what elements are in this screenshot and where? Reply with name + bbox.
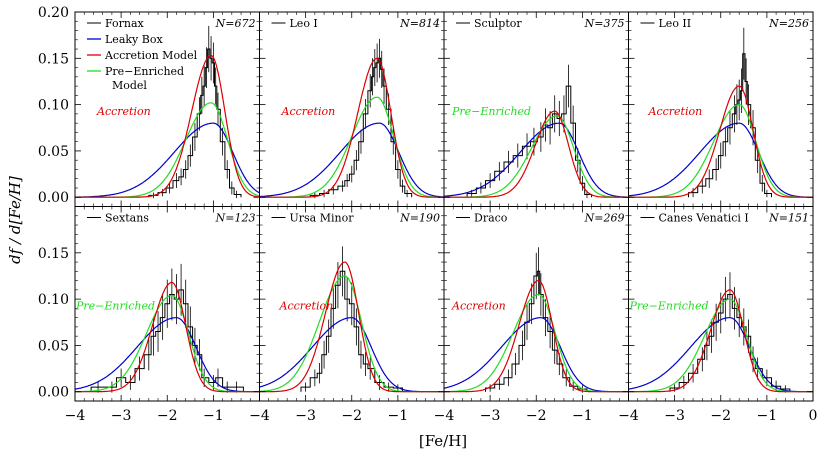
preenriched-model-curve: [444, 115, 629, 198]
x-tick-label: −4: [618, 408, 639, 424]
x-tick-label: −1: [203, 408, 224, 424]
panel-sextans: 0.00 0.05 0.10 0.15 −4 −3 −2 −1 Sextans N=123 Pre−…: [38, 206, 260, 424]
star-count-label: N=814: [399, 17, 440, 30]
plot-area: [259, 38, 444, 199]
leaky-model-curve: [628, 122, 813, 198]
y-tick-label: 0.05: [38, 144, 69, 160]
leaky-model-curve: [444, 122, 629, 198]
best-model-label: Accretion: [96, 105, 151, 118]
star-count-label: N=190: [399, 212, 440, 225]
best-model-label: Accretion: [279, 300, 334, 313]
legend-label: Pre−Enriched: [105, 65, 184, 78]
model-legend: Leaky Box Accretion Model Pre−EnrichedMode…: [87, 33, 198, 92]
accretion-model-curve: [75, 54, 260, 198]
x-tick-label: −2: [341, 408, 362, 424]
galaxy-name: Fornax: [105, 17, 145, 30]
x-tick-label: −1: [757, 408, 778, 424]
y-tick-label: 0.10: [38, 292, 69, 308]
x-tick-label: −2: [157, 408, 178, 424]
galaxy-name: Draco: [474, 212, 508, 225]
y-tick-label: 0.15: [38, 246, 69, 262]
panel-sculptor: Sculptor N=375 Pre−Enriched: [443, 11, 629, 207]
star-count-label: N=375: [584, 17, 625, 30]
plot-area: [444, 64, 629, 199]
y-tick-label: 0.20: [38, 5, 69, 21]
leaky-model-curve: [444, 316, 629, 393]
star-count-label: N=672: [215, 17, 256, 30]
panel-canes-venatici-i: −4 −3 −2 −1 0 Canes Venatici I N=151 Pre−Enrich…: [618, 206, 818, 424]
galaxy-name: Sextans: [105, 212, 149, 225]
best-model-label: Pre−Enriched: [75, 300, 155, 313]
x-tick-label: −4: [249, 408, 270, 424]
accretion-model-curve: [628, 85, 813, 198]
plot-area: [628, 272, 813, 393]
x-tick-label: −4: [65, 408, 86, 424]
panel-grid: 0.00 0.05 0.10 0.15 0.20 Fornax N=672 Accretion…: [38, 5, 818, 424]
y-tick-label: 0.15: [38, 51, 69, 67]
star-count-label: N=123: [215, 212, 256, 225]
x-tick-label: −4: [434, 408, 455, 424]
plot-area: [444, 247, 629, 393]
plot-area: [259, 246, 444, 393]
y-axis-label: df / d[Fe/H]: [6, 176, 24, 264]
x-tick-label: −3: [480, 408, 501, 424]
best-model-label: Pre−Enriched: [629, 300, 709, 313]
best-model-label: Pre−Enriched: [451, 105, 531, 118]
panel-ursa-minor: −4 −3 −2 −1 Ursa Minor N=190 Accretion: [249, 206, 445, 424]
galaxy-name: Leo II: [659, 17, 692, 30]
plot-area: [75, 263, 260, 393]
accretion-model-curve: [259, 261, 444, 393]
leaky-model-curve: [628, 316, 813, 393]
x-tick-label: −3: [111, 408, 132, 424]
leaky-model-curve: [259, 122, 444, 198]
plot-area: [628, 27, 813, 198]
x-axis-label: [Fe/H]: [419, 432, 467, 450]
legend-label: Accretion Model: [104, 49, 198, 62]
accretion-model-curve: [75, 281, 260, 393]
legend-label-line2: Model: [112, 79, 147, 92]
y-tick-label: 0.05: [38, 338, 69, 354]
best-model-label: Accretion: [281, 105, 336, 118]
y-tick-label: 0.10: [38, 98, 69, 114]
y-tick-label: 0.00: [38, 385, 69, 401]
accretion-model-curve: [444, 279, 629, 393]
x-tick-label: −3: [664, 408, 685, 424]
panel-leo-i: Leo I N=814 Accretion: [259, 11, 445, 207]
leaky-model-curve: [75, 316, 260, 393]
galaxy-name: Sculptor: [474, 17, 522, 30]
star-count-label: N=151: [768, 212, 809, 225]
x-tick-label: −2: [710, 408, 731, 424]
accretion-model-curve: [259, 57, 444, 198]
galaxy-name: Canes Venatici I: [659, 212, 749, 225]
legend-label: Leaky Box: [105, 33, 163, 46]
x-tick-label: −2: [526, 408, 547, 424]
plot-area: [75, 25, 260, 199]
x-tick-label: 0: [809, 408, 818, 424]
galaxy-name: Ursa Minor: [290, 212, 355, 225]
x-tick-label: −3: [295, 408, 316, 424]
y-tick-label: 0.00: [38, 190, 69, 206]
x-tick-label: −1: [388, 408, 409, 424]
accretion-model-curve: [444, 110, 629, 198]
accretion-model-curve: [628, 289, 813, 393]
panel-draco: −4 −3 −2 −1 Draco N=269 Accretion: [434, 206, 629, 424]
x-tick-label: −1: [572, 408, 593, 424]
best-model-label: Accretion: [451, 300, 506, 313]
star-count-label: N=269: [584, 212, 625, 225]
panel-leo-ii: Leo II N=256 Accretion: [628, 11, 814, 207]
star-count-label: N=256: [768, 17, 809, 30]
best-model-label: Accretion: [648, 105, 703, 118]
leaky-model-curve: [259, 316, 444, 393]
data-histogram: [688, 53, 772, 198]
galaxy-name: Leo I: [290, 17, 318, 30]
data-histogram: [309, 57, 413, 198]
